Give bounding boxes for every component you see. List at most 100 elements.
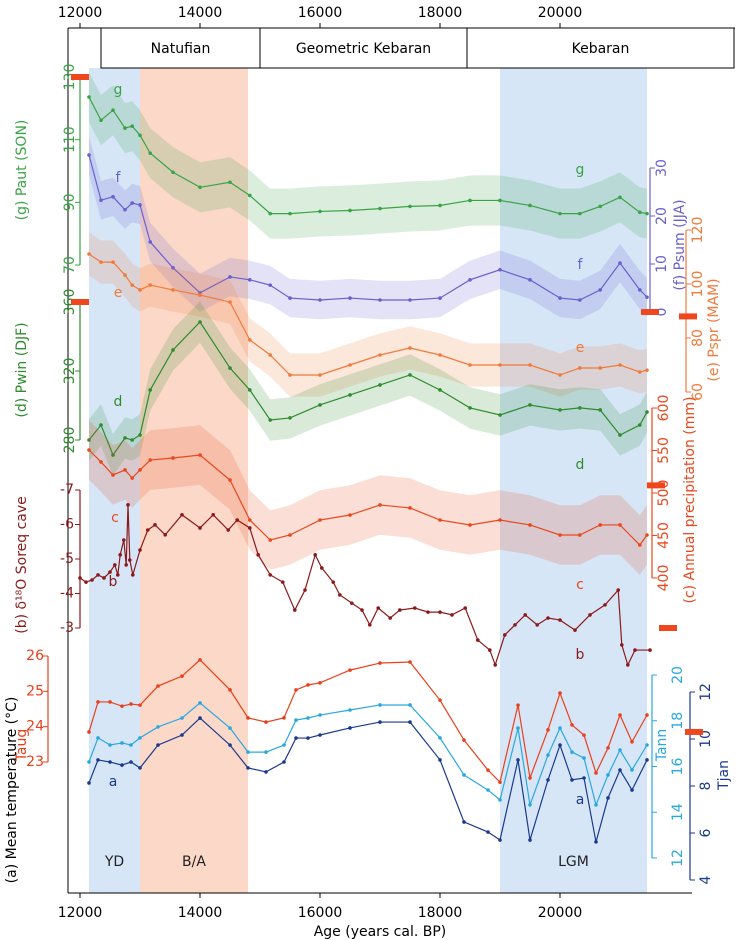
data-point — [171, 170, 175, 175]
data-point — [348, 513, 352, 517]
data-point — [248, 338, 252, 342]
x-tick-label: 16000 — [298, 5, 343, 21]
data-point — [123, 207, 127, 212]
data-point — [570, 723, 574, 727]
data-point — [486, 788, 490, 792]
data-point — [87, 730, 91, 734]
data-point — [528, 403, 532, 407]
data-point — [378, 720, 382, 724]
data-point — [408, 373, 412, 377]
data-point — [108, 570, 112, 574]
data-point — [123, 126, 127, 130]
data-point — [462, 773, 466, 777]
data-point — [558, 533, 562, 537]
data-point — [638, 370, 642, 374]
data-point — [99, 260, 103, 264]
curve-label: e — [576, 340, 585, 356]
curve-label: g — [576, 162, 585, 178]
data-point — [598, 288, 602, 292]
data-point — [645, 713, 649, 717]
period-label: Natufian — [151, 41, 211, 57]
data-point — [264, 720, 268, 724]
curve-label: e — [114, 285, 123, 301]
data-point — [156, 684, 160, 688]
data-point — [96, 700, 100, 704]
data-point — [228, 366, 232, 370]
data-point — [87, 438, 91, 442]
data-point — [198, 526, 202, 530]
data-point — [138, 468, 142, 472]
group-axis-title: (a) Mean temperature (°C) — [4, 697, 20, 884]
data-point — [408, 506, 412, 510]
x-tick-label: 18000 — [418, 5, 463, 21]
data-point — [313, 553, 318, 557]
curve-label: f — [116, 170, 122, 186]
data-point — [156, 725, 160, 729]
data-point — [108, 700, 112, 704]
data-point — [413, 606, 417, 610]
y-tick-label: 20 — [670, 666, 686, 684]
data-point — [378, 703, 382, 707]
x-axis-title: Age (years cal. BP) — [314, 924, 447, 940]
data-point — [90, 578, 94, 582]
data-point — [558, 743, 562, 747]
series-line — [88, 702, 648, 807]
data-point — [282, 716, 286, 720]
data-point — [87, 760, 91, 764]
y-tick-label: 16 — [670, 758, 686, 776]
y-tick-label: 110 — [62, 126, 78, 153]
data-point — [338, 593, 342, 597]
data-point — [294, 736, 298, 740]
data-point — [645, 295, 649, 299]
data-point — [264, 770, 268, 774]
x-tick-label: 12000 — [58, 5, 103, 21]
data-point — [171, 288, 175, 292]
data-point — [438, 610, 442, 614]
data-point — [535, 623, 539, 627]
data-point — [630, 740, 634, 744]
data-point — [578, 298, 582, 302]
data-point — [87, 153, 91, 157]
y-axis-title: (e) Pspr (MAM) — [706, 278, 722, 381]
data-point — [378, 353, 382, 357]
data-point — [248, 278, 252, 282]
data-point — [228, 743, 232, 747]
data-point — [438, 518, 442, 522]
data-point — [558, 373, 562, 377]
data-point — [124, 563, 128, 567]
data-point — [248, 388, 252, 392]
data-point — [228, 478, 232, 482]
data-point — [578, 406, 582, 410]
data-point — [138, 703, 142, 707]
data-point — [248, 193, 252, 198]
data-point — [498, 198, 502, 203]
data-point — [578, 366, 582, 370]
data-point — [408, 298, 412, 302]
data-point — [148, 283, 152, 287]
data-point — [306, 716, 310, 720]
data-point — [360, 608, 364, 612]
data-point — [228, 688, 232, 692]
y-tick-label: 6 — [698, 828, 714, 837]
data-point — [128, 558, 132, 562]
data-point — [618, 713, 622, 717]
data-point — [120, 741, 124, 745]
uncertainty-band — [89, 232, 647, 397]
data-point — [546, 616, 550, 620]
data-point — [123, 436, 127, 440]
data-point — [156, 743, 160, 747]
data-point — [594, 840, 598, 844]
data-point — [582, 776, 586, 780]
y-tick-label: 400 — [656, 565, 672, 592]
data-point — [620, 643, 624, 647]
data-point — [438, 698, 442, 702]
data-point — [603, 603, 607, 607]
y-axis-title: (c) Annual precipitation (mm) — [682, 396, 698, 603]
data-point — [248, 526, 252, 530]
data-point — [573, 628, 577, 632]
data-point — [498, 267, 502, 272]
x-tick-label: 16000 — [298, 905, 343, 921]
data-point — [126, 503, 130, 507]
data-point — [493, 663, 498, 667]
curve-label: c — [576, 577, 584, 593]
